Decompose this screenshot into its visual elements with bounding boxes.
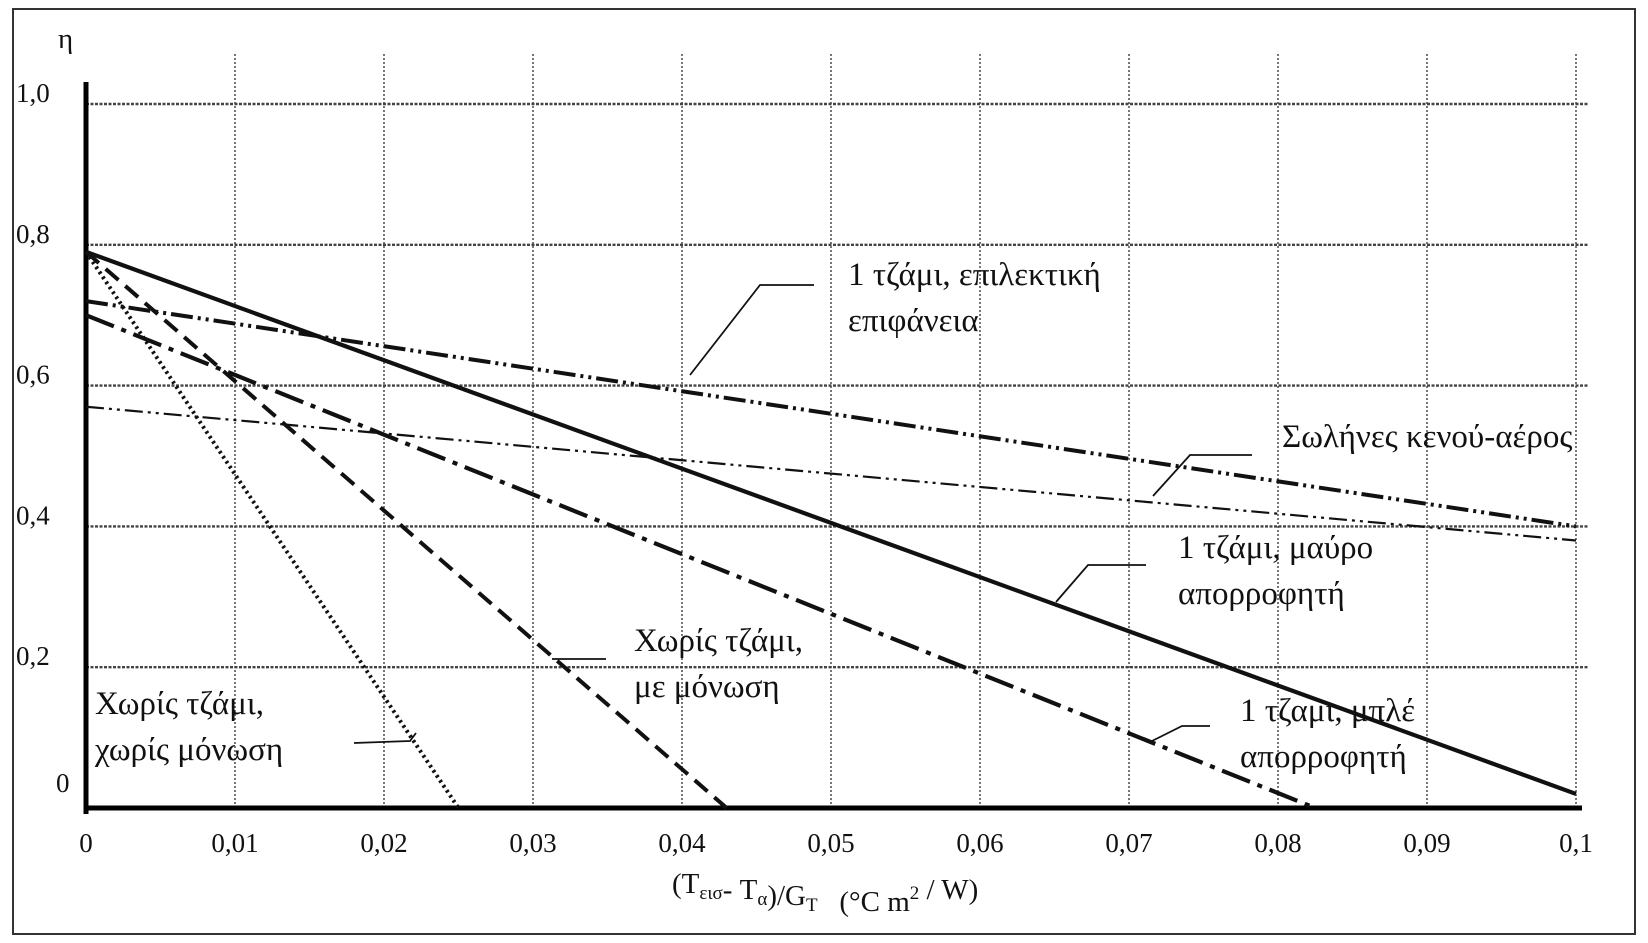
- annotation-label: χωρίς μόνωση: [94, 732, 283, 768]
- x-tick-label: 0,09: [1403, 828, 1450, 858]
- y-axis-label: η: [58, 23, 73, 55]
- annotation-leader: [689, 284, 814, 376]
- x-tick-label: 0: [79, 828, 93, 858]
- x-axis-label-part: T: [806, 895, 818, 916]
- x-tick-label: 0,07: [1105, 828, 1152, 858]
- annotation-label: Σωλήνες κενού-αέρος: [1282, 419, 1572, 455]
- x-axis-label-part: )/G: [767, 880, 806, 912]
- x-axis-label-part: 2: [910, 883, 920, 904]
- y-tick-label: 0: [56, 768, 70, 798]
- x-tick-label: 0,1: [1559, 828, 1593, 858]
- x-tick-label: 0,08: [1254, 828, 1301, 858]
- annotation-label: απορροφητή: [1240, 739, 1407, 775]
- chart-frame: [12, 8, 1636, 935]
- y-tick-label: 0,8: [16, 219, 50, 249]
- x-axis-label-part: / W): [919, 874, 978, 906]
- x-axis-label-part: α: [757, 889, 767, 910]
- series-lines: [84, 249, 1577, 810]
- axes: [83, 82, 1582, 814]
- series-line: [85, 249, 1577, 796]
- x-tick-label: 0,04: [658, 828, 706, 858]
- annotation-label: Χωρίς τζάμι,: [634, 623, 803, 659]
- x-axis-label-part: - T: [723, 874, 758, 906]
- series-line: [85, 313, 1317, 810]
- tick-labels: 0 0,01 0,02 0,03 0,04 0,05 0,06 0,07 0,08 0,09 0,1…: [16, 78, 1593, 858]
- x-axis-label-part: (T: [672, 868, 700, 900]
- annotation-label: 1 τζάμι, μαύρο: [1178, 530, 1373, 566]
- x-axis-label-part: (°C m: [818, 886, 911, 918]
- y-tick-label: 0,2: [16, 641, 50, 671]
- annotation-leader: [1151, 725, 1210, 742]
- x-tick-label: 0,01: [211, 828, 258, 858]
- annotation-label: απορροφητή: [1178, 576, 1345, 612]
- annotation-leader: [353, 732, 417, 744]
- annotation-label: Χωρίς τζάμι,: [95, 686, 264, 722]
- x-axis-label-part: εισ: [699, 883, 722, 904]
- series-line: [85, 299, 1577, 529]
- x-tick-label: 0,03: [509, 828, 556, 858]
- series-line: [85, 405, 1577, 542]
- series-line: [84, 250, 461, 810]
- annotation-label: 1 τζαμι, μπλέ: [1240, 693, 1415, 729]
- y-tick-label: 0,4: [16, 500, 50, 530]
- x-axis-label: (Tεισ- Tα)/GT (°C m2 / W): [672, 868, 978, 918]
- x-tick-label: 0,05: [807, 828, 854, 858]
- y-tick-label: 1,0: [16, 78, 50, 108]
- annotation-label: με μόνωση: [634, 669, 780, 705]
- series-line: [84, 250, 729, 810]
- annotations: 1 τζάμι, επιλεκτική επιφάνεια Σωλήνες κενο…: [94, 257, 1572, 775]
- y-tick-label: 0,6: [16, 360, 50, 390]
- x-tick-label: 0,06: [956, 828, 1003, 858]
- annotation-leader: [1055, 564, 1146, 603]
- annotation-label: 1 τζάμι, επιλεκτική: [848, 257, 1101, 293]
- grid: [86, 52, 1588, 808]
- x-tick-label: 0,02: [360, 828, 407, 858]
- annotation-leader: [1152, 454, 1252, 497]
- annotation-label: επιφάνεια: [848, 303, 979, 339]
